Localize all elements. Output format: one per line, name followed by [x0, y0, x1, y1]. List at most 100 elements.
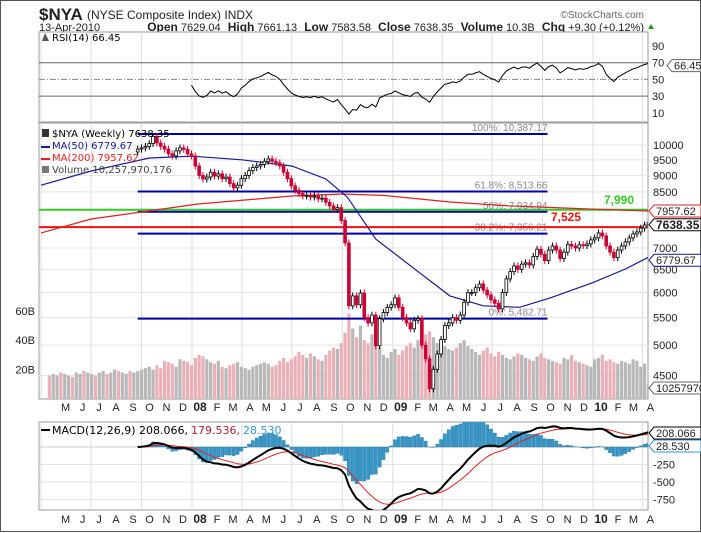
volume-bar — [221, 367, 224, 399]
macd-histogram-bar — [221, 447, 224, 457]
x-tick-label: O — [145, 514, 154, 526]
candle-body — [140, 148, 143, 149]
candle-body — [432, 369, 435, 388]
volume-bar — [102, 371, 105, 399]
candle-body — [275, 161, 278, 163]
volume-bar — [409, 343, 412, 399]
volume-bar — [201, 356, 204, 399]
candle-body — [424, 345, 427, 359]
x-tick-label: N — [564, 402, 572, 414]
candle-body — [378, 319, 381, 346]
macd-histogram-bar — [466, 419, 469, 447]
macd-histogram-bar — [420, 438, 423, 447]
candle-body — [440, 339, 443, 354]
candle-body — [482, 284, 485, 290]
candle-body — [436, 354, 439, 369]
candle-body — [309, 195, 312, 197]
candle-body — [463, 302, 466, 315]
x-tick-label: 09 — [394, 400, 408, 414]
macd-histogram-bar — [413, 436, 416, 447]
x-tick-label: M — [629, 514, 638, 526]
volume-legend: Volume 10,257,970,176 — [52, 165, 172, 176]
candle-body — [244, 175, 247, 178]
x-tick-label: S — [129, 402, 136, 414]
ma200-tag: 7957.62 — [656, 206, 696, 218]
macd-tick-label: -500 — [653, 477, 675, 489]
candle-body — [248, 171, 251, 176]
ma200-swatch — [41, 158, 50, 160]
macd-histogram-bar — [643, 444, 646, 447]
volume-bar — [509, 359, 512, 399]
macd-histogram-bar — [612, 447, 615, 456]
macd-histogram-bar — [313, 447, 316, 457]
candle-body — [390, 305, 393, 308]
candle-body — [474, 288, 477, 293]
x-tick-label: M — [429, 402, 438, 414]
volume-bar — [370, 334, 373, 399]
candle-body — [409, 323, 412, 329]
volume-bar — [128, 371, 131, 399]
candle-body — [240, 179, 243, 186]
ma50-swatch — [41, 146, 50, 148]
x-tick-label: J — [281, 514, 287, 526]
volume-bar — [631, 359, 634, 399]
x-tick-label: N — [363, 514, 371, 526]
volume-bar — [486, 348, 489, 399]
macd-histogram-bar — [543, 439, 546, 447]
volume-bar — [597, 358, 600, 399]
x-tick-label: A — [313, 514, 321, 526]
candle-body — [636, 232, 639, 234]
ma200-legend: MA(200) 7957.62 — [52, 153, 139, 164]
volume-bar — [574, 361, 577, 399]
volume-bar — [52, 374, 55, 399]
x-tick-label: J — [96, 402, 102, 414]
macd-histogram-bar — [405, 437, 408, 447]
macd-histogram-bar — [451, 426, 454, 447]
candle-body — [455, 318, 458, 321]
candle-body — [478, 284, 481, 288]
candle-body — [643, 225, 646, 228]
x-tick-label: M — [462, 514, 471, 526]
candle-body — [171, 154, 174, 156]
candle-body — [559, 250, 562, 258]
macd-histogram-bar — [209, 447, 212, 461]
x-tick-label: N — [163, 514, 171, 526]
volume-bar — [332, 348, 335, 399]
x-tick-label: A — [513, 402, 521, 414]
candle-body — [186, 149, 189, 153]
macd-histogram-bar — [224, 447, 227, 455]
candle-body — [374, 315, 377, 346]
x-tick-label: S — [330, 514, 337, 526]
volume-bar — [236, 362, 239, 399]
macd-histogram-bar — [474, 418, 477, 447]
close-tag: 7638.35 — [656, 218, 700, 232]
volume-bar — [463, 340, 466, 399]
candle-body — [632, 234, 635, 238]
x-tick-label: A — [446, 514, 454, 526]
macd-histogram-bar — [628, 447, 631, 452]
candle-body — [271, 159, 274, 161]
macd-histogram-bar — [309, 447, 312, 458]
macd-histogram-bar — [631, 447, 634, 449]
candle-body — [605, 236, 608, 246]
volume-bar — [244, 368, 247, 399]
macd-histogram-bar — [639, 446, 642, 447]
candle-body — [444, 326, 447, 340]
candle-body — [497, 303, 500, 309]
macd-histogram-bar — [363, 447, 366, 481]
volume-bar — [585, 365, 588, 399]
candle-body — [348, 243, 351, 306]
volume-bar — [639, 367, 642, 399]
x-tick-label: D — [580, 514, 588, 526]
rsi-tag: 66.45 — [674, 61, 701, 73]
volume-bar — [167, 362, 170, 399]
volume-bar — [501, 355, 504, 399]
volume-bar — [247, 370, 250, 399]
volume-bar — [151, 370, 154, 399]
candle-body — [290, 179, 293, 186]
macd-histogram-bar — [282, 440, 285, 447]
candle-body — [620, 246, 623, 250]
volume-bar — [109, 373, 112, 399]
volume-bar — [497, 352, 500, 399]
